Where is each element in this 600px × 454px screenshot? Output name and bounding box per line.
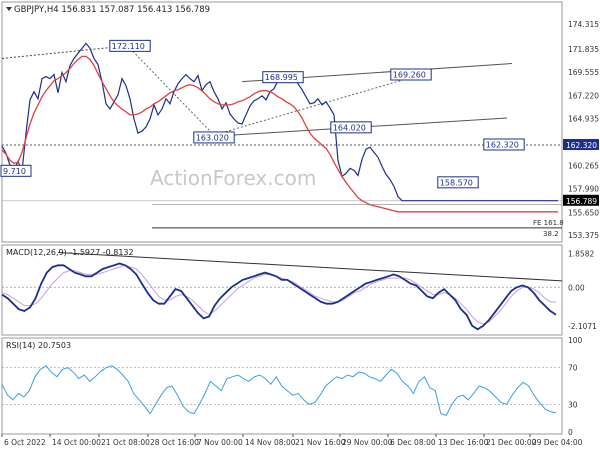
price-label: 163.020 [196, 133, 229, 142]
price-label: 172.110 [112, 42, 145, 51]
axes: 174.315 171.835 169.555 167.220 164.935 162.3… [1, 20, 599, 447]
dropdown-triangle-icon [6, 7, 12, 11]
x-tick-label: 28 Oct 16:00 [150, 438, 199, 447]
watermark: ActionForex.com [150, 166, 316, 190]
rsi-plot [1, 365, 562, 417]
y-tick-label: 174.315 [568, 20, 599, 29]
fib-label-38: 38.2 [543, 230, 559, 238]
y-tick-label: 171.835 [568, 45, 599, 54]
macd-y-tick: -2.1071 [568, 322, 597, 331]
price-label-box [330, 121, 372, 134]
x-tick-label: 14 Oct 00:00 [52, 438, 101, 447]
macd-y-tick: 1.8582 [568, 249, 594, 258]
price-label-box [0, 164, 32, 177]
price-label: 169.260 [393, 71, 426, 80]
rsi-y-tick: 100 [568, 336, 583, 345]
x-tick-label: 29 Nov 00:00 [342, 438, 393, 447]
y-tick-label: 160.265 [568, 162, 599, 171]
y-tick-label: 169.555 [568, 68, 599, 77]
series-line-1 [1, 55, 558, 213]
current-price-label: 156.789 [566, 197, 597, 206]
y-tick-label: 167.220 [568, 92, 599, 101]
level-price-tag [563, 138, 599, 150]
price-label-box [109, 39, 151, 52]
x-tick-label: 7 Nov 00:00 [197, 438, 243, 447]
y-tick-label: 164.935 [568, 115, 599, 124]
macd-line [1, 262, 557, 331]
x-tick-label: 13 Dec 16:00 [438, 438, 489, 447]
x-tick-label: 21 Oct 08:00 [101, 438, 150, 447]
current-price-tag [563, 194, 599, 206]
price-label: 164.020 [333, 123, 366, 132]
price-label: 9.710 [3, 167, 26, 176]
y-tick-label: 155.650 [568, 208, 599, 217]
price-label-box [390, 68, 432, 81]
main-plot: FE 161.8 38.2 172.110 168.995 169.260 163.020… [0, 39, 564, 238]
rsi-y-tick: 70 [568, 364, 578, 373]
x-tick-label: 14 Nov 08:00 [245, 438, 296, 447]
rsi-title: RSI(14) 20.7503 [6, 341, 71, 350]
price-label: 162.320 [486, 140, 519, 149]
price-label-box [193, 131, 235, 144]
macd-title: MACD(12,26,9) -1.5927 -0.8132 [6, 248, 134, 257]
x-tick-label: 29 Dec 04:00 [532, 438, 583, 447]
x-tick-label: 21 Nov 16:00 [295, 438, 346, 447]
price-label-box [437, 176, 479, 189]
x-tick-label: 21 Dec 00:00 [486, 438, 537, 447]
price-label-box [483, 138, 525, 151]
macd-pane-frame [1, 244, 563, 336]
rsi-y-tick: 0 [568, 428, 573, 437]
price-label-box [262, 71, 304, 84]
level-price-label: 162.320 [566, 141, 597, 150]
macd-trend-line [57, 251, 563, 282]
y-tick-label: 157.990 [568, 185, 599, 194]
main-pane-frame [1, 1, 563, 243]
rsi-y-tick: 30 [568, 400, 578, 409]
price-label: 158.570 [440, 178, 473, 187]
rsi-line [1, 365, 557, 417]
chart-header: GBPJPY,H4 156.831 157.087 156.413 156.78… [14, 5, 210, 15]
macd-plot [1, 251, 563, 331]
x-tick-label: 6 Oct 2022 [4, 438, 46, 447]
y-tick-label: 153.375 [568, 231, 599, 240]
fib-label-161: FE 161.8 [533, 219, 564, 227]
macd-y-tick: 0.00 [568, 283, 585, 292]
price-label: 168.995 [265, 73, 298, 82]
x-tick-label: 6 Dec 08:00 [390, 438, 436, 447]
